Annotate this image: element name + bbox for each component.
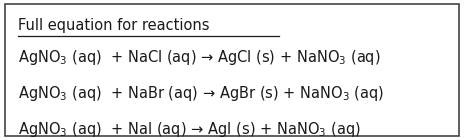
Text: AgNO$_3$ (aq)  + NaI (aq) → AgI (s) + NaNO$_3$ (aq): AgNO$_3$ (aq) + NaI (aq) → AgI (s) + NaN… (18, 120, 360, 139)
Text: AgNO$_3$ (aq)  + NaCl (aq) → AgCl (s) + NaNO$_3$ (aq): AgNO$_3$ (aq) + NaCl (aq) → AgCl (s) + N… (18, 48, 380, 67)
Text: Full equation for reactions: Full equation for reactions (18, 18, 209, 33)
Text: AgNO$_3$ (aq)  + NaBr (aq) → AgBr (s) + NaNO$_3$ (aq): AgNO$_3$ (aq) + NaBr (aq) → AgBr (s) + N… (18, 84, 384, 103)
